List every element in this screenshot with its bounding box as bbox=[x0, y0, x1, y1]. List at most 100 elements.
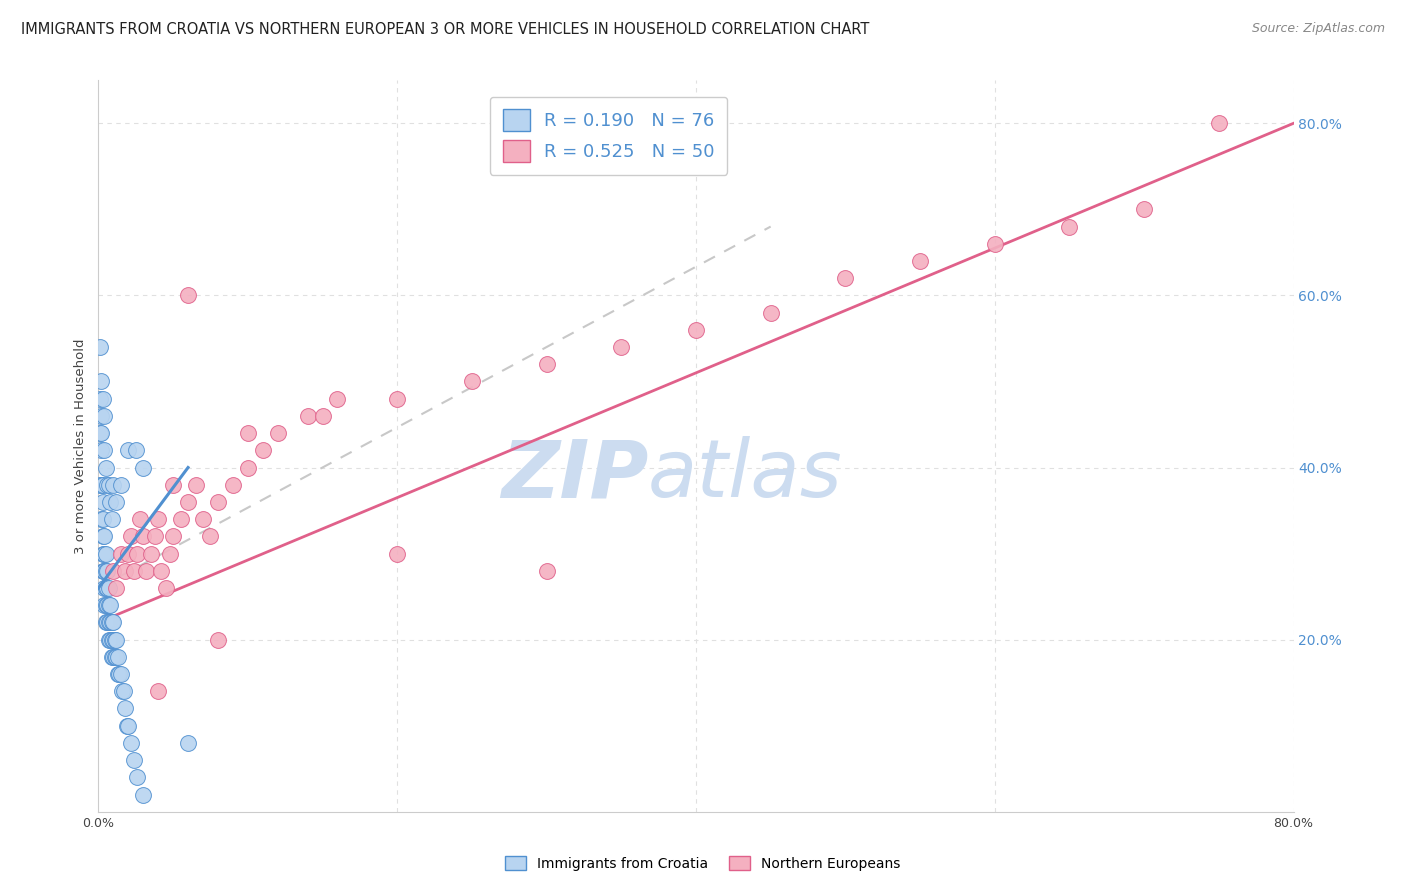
Point bbox=[90, 409, 112, 423]
Point bbox=[93, 547, 115, 561]
Point bbox=[96, 598, 118, 612]
Point bbox=[90, 477, 112, 491]
Point bbox=[184, 477, 207, 491]
Point bbox=[100, 495, 122, 509]
Point bbox=[105, 649, 128, 664]
Point bbox=[150, 564, 173, 578]
Point bbox=[107, 667, 129, 681]
Point bbox=[236, 426, 259, 441]
Point bbox=[311, 409, 333, 423]
Point bbox=[94, 615, 117, 630]
Point bbox=[112, 684, 135, 698]
Point bbox=[1133, 202, 1156, 217]
Point bbox=[267, 426, 290, 441]
Point bbox=[132, 788, 155, 802]
Point bbox=[117, 443, 139, 458]
Point bbox=[115, 719, 138, 733]
Point bbox=[385, 392, 409, 406]
Point bbox=[100, 632, 122, 647]
Point bbox=[127, 770, 149, 784]
Point bbox=[135, 564, 157, 578]
Point bbox=[93, 598, 115, 612]
Point bbox=[93, 443, 115, 458]
Point bbox=[96, 477, 118, 491]
Point bbox=[461, 375, 484, 389]
Point bbox=[97, 477, 120, 491]
Point bbox=[117, 547, 139, 561]
Point bbox=[105, 495, 128, 509]
Point bbox=[297, 409, 319, 423]
Point bbox=[1059, 219, 1081, 234]
Point bbox=[94, 564, 117, 578]
Point bbox=[759, 305, 782, 319]
Point bbox=[536, 357, 558, 371]
Point bbox=[100, 615, 122, 630]
Point bbox=[89, 426, 111, 441]
Legend: Immigrants from Croatia, Northern Europeans: Immigrants from Croatia, Northern Europe… bbox=[501, 850, 905, 876]
Point bbox=[90, 443, 112, 458]
Point bbox=[114, 701, 136, 715]
Point bbox=[90, 426, 112, 441]
Point bbox=[125, 443, 148, 458]
Point bbox=[111, 684, 134, 698]
Point bbox=[91, 392, 114, 406]
Point bbox=[105, 581, 128, 595]
Point bbox=[103, 477, 125, 491]
Point bbox=[93, 564, 115, 578]
Point bbox=[94, 598, 117, 612]
Point bbox=[94, 547, 117, 561]
Point bbox=[536, 564, 558, 578]
Point bbox=[100, 598, 122, 612]
Point bbox=[97, 598, 120, 612]
Point bbox=[104, 649, 127, 664]
Point bbox=[127, 547, 149, 561]
Point bbox=[236, 460, 259, 475]
Point bbox=[191, 512, 214, 526]
Point bbox=[162, 529, 184, 543]
Point bbox=[252, 443, 274, 458]
Point bbox=[93, 409, 115, 423]
Point bbox=[91, 564, 114, 578]
Point bbox=[108, 667, 131, 681]
Point bbox=[908, 254, 931, 268]
Point bbox=[610, 340, 633, 354]
Point bbox=[132, 460, 155, 475]
Point bbox=[96, 615, 118, 630]
Point bbox=[834, 271, 856, 285]
Point bbox=[103, 615, 125, 630]
Point bbox=[110, 477, 132, 491]
Point bbox=[207, 632, 229, 647]
Point bbox=[91, 529, 114, 543]
Point bbox=[101, 615, 124, 630]
Point bbox=[159, 547, 181, 561]
Point bbox=[94, 460, 117, 475]
Point bbox=[89, 340, 111, 354]
Text: atlas: atlas bbox=[648, 436, 844, 515]
Point bbox=[97, 615, 120, 630]
Point bbox=[94, 581, 117, 595]
Text: ZIP: ZIP bbox=[501, 436, 648, 515]
Point bbox=[91, 547, 114, 561]
Point bbox=[103, 632, 125, 647]
Point bbox=[162, 477, 184, 491]
Point bbox=[96, 581, 118, 595]
Point bbox=[104, 632, 127, 647]
Point bbox=[101, 512, 124, 526]
Point bbox=[114, 564, 136, 578]
Point bbox=[93, 581, 115, 595]
Point bbox=[91, 495, 114, 509]
Point bbox=[148, 684, 170, 698]
Point bbox=[93, 529, 115, 543]
Point bbox=[132, 529, 155, 543]
Point bbox=[110, 547, 132, 561]
Point bbox=[984, 236, 1007, 251]
Legend: R = 0.190   N = 76, R = 0.525   N = 50: R = 0.190 N = 76, R = 0.525 N = 50 bbox=[489, 96, 727, 175]
Text: Source: ZipAtlas.com: Source: ZipAtlas.com bbox=[1251, 22, 1385, 36]
Point bbox=[97, 581, 120, 595]
Point bbox=[200, 529, 222, 543]
Point bbox=[120, 736, 142, 750]
Point bbox=[177, 288, 200, 302]
Point bbox=[148, 512, 170, 526]
Text: IMMIGRANTS FROM CROATIA VS NORTHERN EUROPEAN 3 OR MORE VEHICLES IN HOUSEHOLD COR: IMMIGRANTS FROM CROATIA VS NORTHERN EURO… bbox=[21, 22, 869, 37]
Point bbox=[222, 477, 245, 491]
